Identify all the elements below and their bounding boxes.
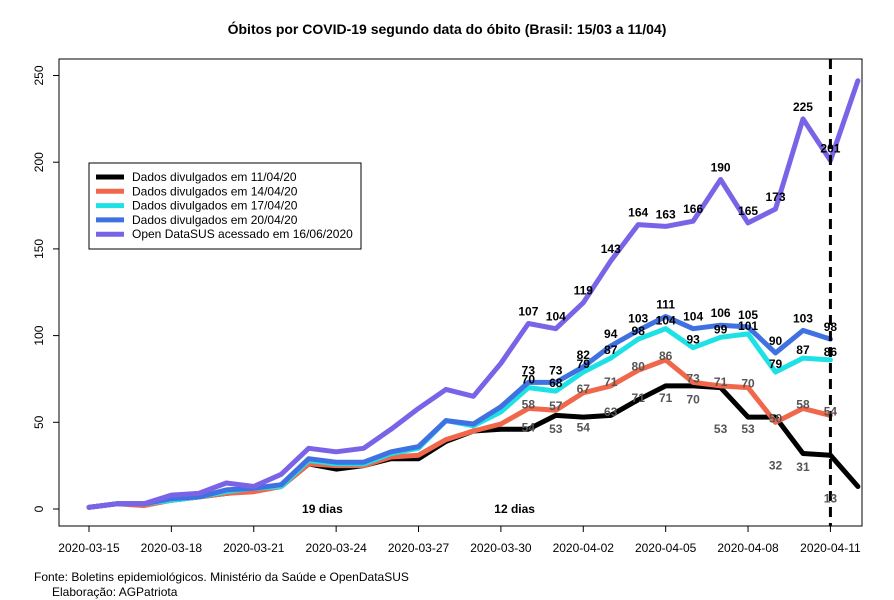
value-label: 86 [824, 345, 838, 359]
value-label: 166 [683, 202, 703, 216]
value-label: 106 [711, 306, 731, 320]
value-label: 98 [632, 324, 646, 338]
value-label: 73 [522, 363, 536, 377]
credit-note: Elaboração: AGPatriota [52, 585, 178, 599]
value-label: 53 [741, 422, 755, 436]
value-label: 80 [632, 359, 646, 373]
value-label: 201 [820, 141, 840, 155]
value-label: 94 [604, 327, 618, 341]
series-line-2 [86, 326, 833, 510]
value-label: 107 [518, 304, 538, 318]
value-label: 86 [659, 349, 673, 363]
value-label: 13 [824, 491, 838, 505]
value-label: 82 [577, 348, 591, 362]
value-label: 54 [824, 404, 838, 418]
value-label: 90 [769, 334, 783, 348]
value-label: 87 [796, 343, 810, 357]
source-note: Fonte: Boletins epidemiológicos. Ministé… [34, 570, 409, 584]
x-tick-label: 2020-03-18 [141, 541, 203, 555]
value-label: 98 [824, 320, 838, 334]
x-tick-label: 2020-03-30 [470, 541, 532, 555]
value-label: 103 [793, 311, 813, 325]
value-label: 71 [604, 375, 618, 389]
value-label: 70 [741, 377, 755, 391]
x-tick-label: 2020-03-21 [223, 541, 285, 555]
y-tick-label: 200 [32, 152, 46, 172]
value-label: 54 [577, 420, 591, 434]
y-tick-label: 100 [32, 325, 46, 345]
value-label: 163 [656, 207, 676, 221]
series-line-4 [86, 78, 861, 510]
legend-label: Dados divulgados em 17/04/20 [132, 199, 298, 213]
value-label: 68 [549, 376, 563, 390]
x-tick-label: 2020-04-05 [635, 541, 697, 555]
value-label: 165 [738, 204, 758, 218]
value-label: 53 [714, 422, 728, 436]
value-label: 73 [549, 363, 563, 377]
x-tick-label: 2020-03-27 [388, 541, 450, 555]
y-tick-label: 250 [32, 65, 46, 85]
value-label: 32 [769, 459, 783, 473]
value-label: 54 [522, 420, 536, 434]
value-label: 71 [632, 391, 646, 405]
value-label: 67 [577, 382, 591, 396]
plot-frame [58, 58, 863, 527]
value-label: 119 [574, 284, 594, 298]
value-label: 50 [769, 411, 783, 425]
value-label: 58 [522, 397, 536, 411]
legend-label: Dados divulgados em 11/04/20 [132, 170, 297, 184]
value-label: 99 [714, 322, 728, 336]
chart-title: Óbitos por COVID-19 segundo data do óbit… [227, 21, 667, 37]
y-axis: 0 50 100 150 200 250 [32, 65, 59, 512]
x-tick-label: 2020-04-11 [800, 541, 861, 555]
value-label: 190 [711, 161, 731, 175]
value-label: 79 [769, 357, 783, 371]
value-label: 111 [656, 298, 675, 312]
value-label: 70 [686, 393, 700, 407]
annotation-label: 19 dias [302, 502, 343, 516]
value-label: 143 [601, 242, 621, 256]
value-label: 104 [683, 310, 703, 324]
legend-label: Open DataSUS acessado em 16/06/2020 [132, 227, 353, 241]
value-label: 87 [604, 343, 618, 357]
value-labels: 107 104 119 143 164 163 166 190 165 173 225 201 73 73… [518, 100, 840, 506]
value-label: 31 [796, 460, 810, 474]
value-label: 58 [796, 397, 810, 411]
value-label: 104 [656, 314, 676, 328]
value-label: 63 [604, 405, 618, 419]
value-label: 79 [577, 357, 591, 371]
y-tick-label: 50 [32, 415, 46, 429]
value-label: 71 [714, 375, 728, 389]
value-label: 225 [793, 100, 813, 114]
x-tick-label: 2020-04-08 [717, 541, 779, 555]
value-label: 70 [522, 373, 536, 387]
x-axis: 2020-03-15 2020-03-18 2020-03-21 2020-03-24… [58, 526, 861, 555]
legend-label: Dados divulgados em 20/04/20 [132, 213, 298, 227]
value-label: 164 [628, 206, 648, 220]
legend-box [88, 162, 362, 250]
annotation-label: 12 dias [494, 502, 535, 516]
legend-label: Dados divulgados em 14/04/20 [132, 184, 298, 198]
value-label: 105 [738, 308, 758, 322]
value-label: 73 [686, 371, 700, 385]
value-label: 71 [659, 391, 673, 405]
value-label: 103 [628, 311, 648, 325]
annotations: 19 dias 12 dias [302, 502, 535, 516]
y-tick-label: 0 [32, 505, 46, 512]
y-tick-label: 150 [32, 239, 46, 259]
series-lines [86, 78, 861, 510]
x-tick-label: 2020-03-24 [305, 541, 367, 555]
series-line-3 [86, 314, 833, 510]
value-label: 93 [686, 333, 700, 347]
value-label: 173 [765, 190, 785, 204]
x-tick-label: 2020-04-02 [553, 541, 615, 555]
value-label: 101 [738, 319, 758, 333]
value-label: 53 [549, 422, 563, 436]
value-label: 104 [546, 310, 566, 324]
x-tick-label: 2020-03-15 [58, 541, 120, 555]
value-label: 57 [549, 399, 563, 413]
